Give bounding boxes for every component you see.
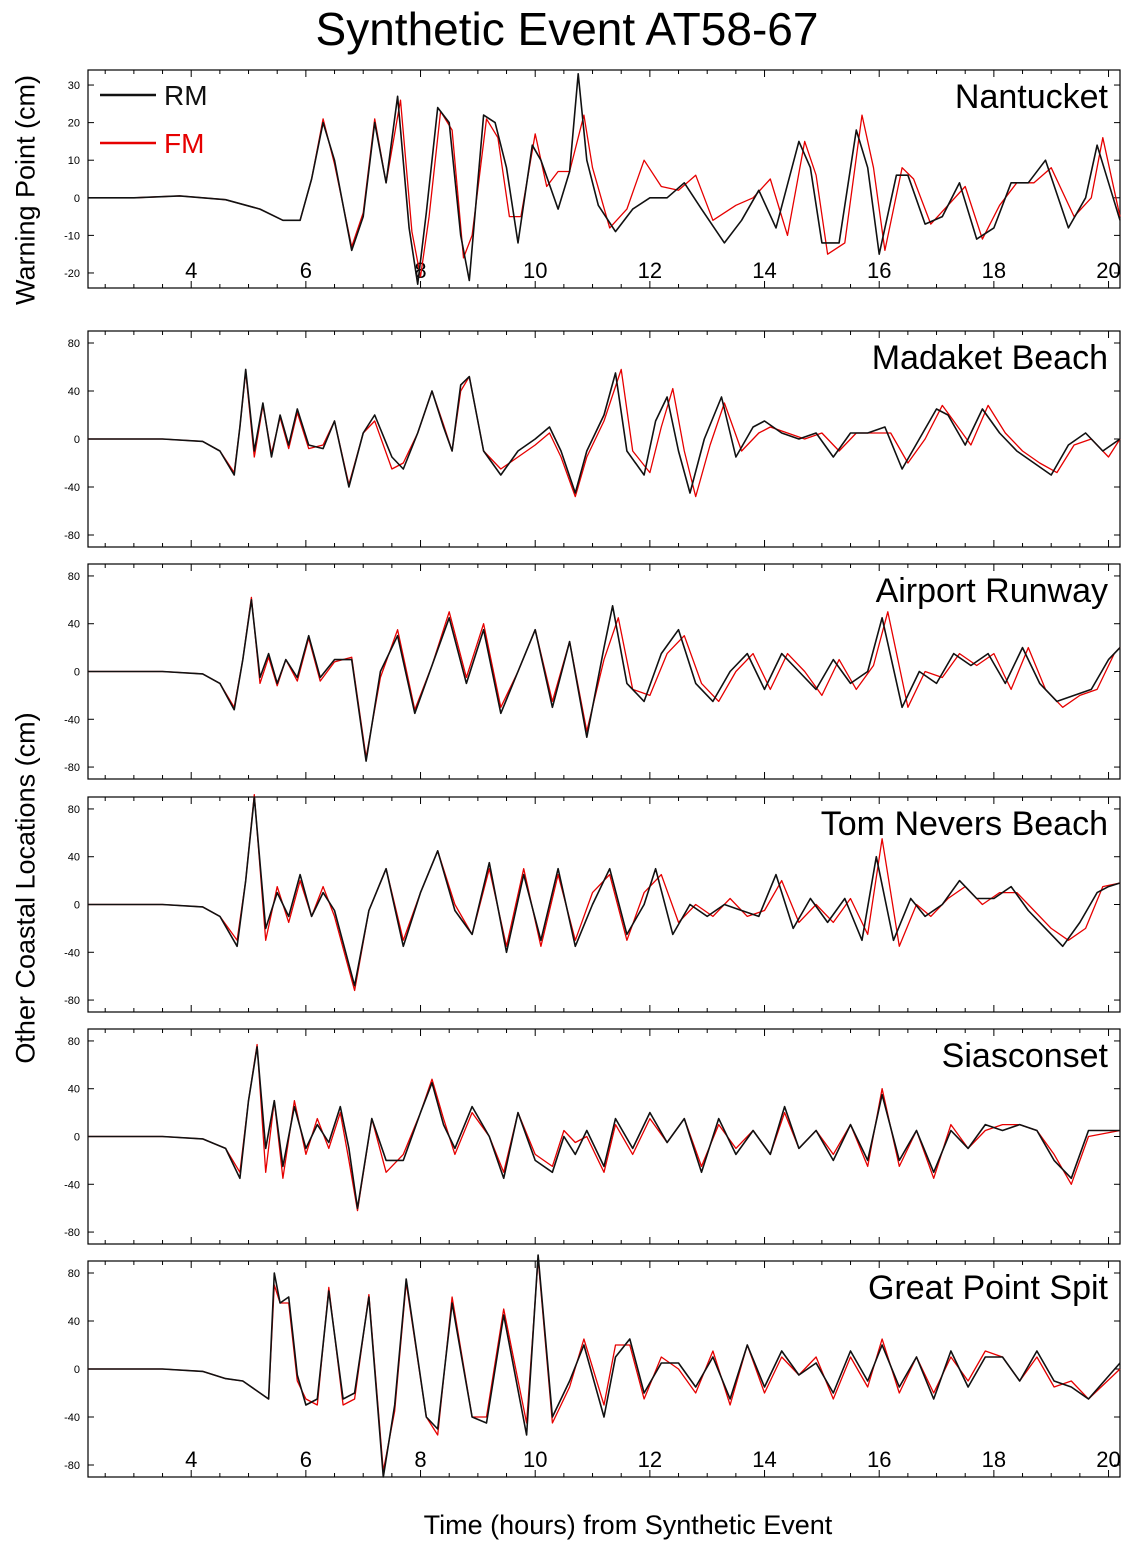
x-tick-label: 10	[523, 1447, 547, 1472]
y-tick-label: 40	[68, 619, 80, 631]
x-tick-label: 4	[185, 1447, 197, 1472]
y-tick-label: 40	[68, 1084, 80, 1096]
x-tick-label: 8	[414, 1447, 426, 1472]
y-tick-label: 30	[68, 80, 80, 92]
panel-frame	[87, 69, 1121, 289]
y-tick-label: -80	[64, 530, 80, 542]
y-tick-label: -40	[64, 482, 80, 494]
panel-4: -80 -40 0 40 80 Tom Nevers Beach	[64, 793, 1121, 1013]
y-tick-label: -80	[64, 762, 80, 774]
y-tick-label: 40	[68, 386, 80, 398]
y-tick-label: -20	[64, 268, 80, 280]
x-tick-label: 6	[300, 1447, 312, 1472]
figure-title: Synthetic Event AT58-67	[315, 3, 819, 55]
series-line-rm	[88, 1046, 1120, 1209]
panel-title: Great Point Spit	[868, 1269, 1109, 1307]
y-tick-label: 40	[68, 852, 80, 864]
y-tick-label: -40	[64, 714, 80, 726]
series-line-fm	[88, 1257, 1121, 1472]
panel-6: -80 -40 0 40 80 4 6 8 10 12 14 16 18 20 Great Point Sp…	[64, 1254, 1121, 1478]
series-line-rm	[88, 368, 1121, 494]
panel-title: Tom Nevers Beach	[821, 805, 1108, 843]
y-tick-label: 0	[74, 1364, 80, 1376]
y-tick-label: 80	[68, 804, 80, 816]
series-line-rm	[88, 598, 1121, 762]
panel-5: -80 -40 0 40 80 Siasconset	[64, 1028, 1121, 1245]
y-tick-label: 0	[74, 434, 80, 446]
y-tick-label: -40	[64, 1179, 80, 1191]
y-tick-label: -80	[64, 1460, 80, 1472]
series-line-fm	[88, 99, 1121, 278]
legend-label-fm: FM	[164, 128, 204, 159]
y-tick-label: 0	[74, 667, 80, 679]
x-tick-label: 4	[185, 258, 197, 283]
panel-3: -80 -40 0 40 80 Airport Runway	[64, 563, 1121, 780]
x-tick-label: 16	[867, 258, 891, 283]
panel-title: Madaket Beach	[872, 339, 1108, 377]
y-tick-label: -80	[64, 995, 80, 1007]
y-tick-label: -40	[64, 1412, 80, 1424]
x-tick-label: 14	[752, 258, 776, 283]
y-tick-label: -40	[64, 947, 80, 959]
x-tick-label: 12	[638, 258, 662, 283]
x-tick-label: 14	[752, 1447, 776, 1472]
y-tick-label: -80	[64, 1227, 80, 1239]
series-line-fm	[88, 596, 1121, 759]
y-tick-label: 80	[68, 571, 80, 583]
y-tick-label: -10	[64, 230, 80, 242]
x-tick-label: 20	[1096, 258, 1120, 283]
x-tick-label: 10	[523, 258, 547, 283]
y-tick-label: 80	[68, 338, 80, 350]
y-tick-label: 40	[68, 1316, 80, 1328]
y-tick-label: 80	[68, 1036, 80, 1048]
x-tick-label: 18	[982, 258, 1006, 283]
series-line-rm	[88, 73, 1121, 286]
series-line-rm	[88, 796, 1121, 987]
panel-2: -80 -40 0 40 80 Madaket Beach	[64, 330, 1121, 548]
y-tick-label: 10	[68, 155, 80, 167]
y-tick-label: 0	[74, 900, 80, 912]
series-line-fm	[88, 368, 1121, 498]
x-tick-label: 18	[982, 1447, 1006, 1472]
x-tick-label: 12	[638, 1447, 662, 1472]
panel-title: Nantucket	[955, 78, 1109, 116]
x-axis-label: Time (hours) from Synthetic Event	[423, 1510, 833, 1540]
x-tick-label: 16	[867, 1447, 891, 1472]
panel-title: Siasconset	[942, 1037, 1109, 1075]
panel-title: Airport Runway	[876, 572, 1108, 610]
x-tick-label: 20	[1096, 1447, 1120, 1472]
y-tick-label: 20	[68, 118, 80, 130]
legend-label-rm: RM	[164, 80, 208, 111]
y-tick-label: 0	[74, 193, 80, 205]
x-tick-label: 6	[300, 258, 312, 283]
y-tick-label: 0	[74, 1132, 80, 1144]
series-line-rm	[88, 1254, 1121, 1478]
series-line-fm	[88, 793, 1121, 992]
y-tick-label: 80	[68, 1268, 80, 1280]
